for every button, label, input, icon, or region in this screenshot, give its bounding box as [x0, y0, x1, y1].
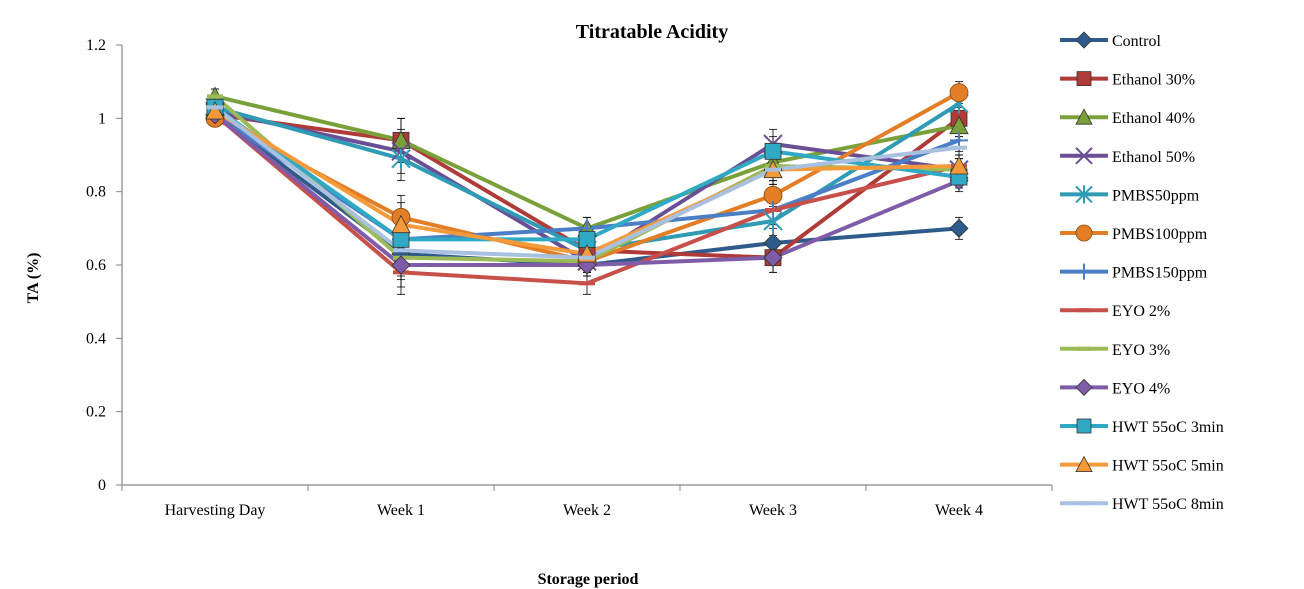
data-point-hwt-55oc-8min	[393, 248, 409, 253]
data-point-hwt-55oc-3min	[764, 142, 782, 160]
data-point-eyo-4	[391, 255, 411, 275]
data-point-hwt-55oc-8min	[207, 105, 223, 110]
legend-item-hwt-55oc-5min: HWT 55oC 5min	[1060, 455, 1224, 475]
data-point-hwt-55oc-8min	[951, 145, 967, 150]
x-tick-label: Week 4	[935, 502, 983, 519]
legend-label: EYO 2%	[1112, 303, 1170, 320]
y-tick-label: 0.4	[86, 330, 106, 347]
legend-item-eyo-3: EYO 3%	[1060, 342, 1170, 359]
legend-marker	[1077, 501, 1091, 506]
y-tick-label: 0.6	[86, 257, 106, 274]
legend-label: PMBS150ppm	[1112, 265, 1208, 282]
legend-marker	[1077, 308, 1091, 313]
legend-marker	[1075, 455, 1093, 473]
legend-label: HWT 55oC 8min	[1112, 496, 1224, 513]
y-tick-label: 0.8	[86, 184, 106, 201]
legend-item-eyo-4: EYO 4%	[1060, 378, 1170, 397]
x-tick-label: Week 1	[377, 502, 425, 519]
x-tick-label: Week 3	[749, 502, 797, 519]
legend-item-ethanol-30: Ethanol 30%	[1060, 71, 1195, 89]
legend-marker	[1076, 418, 1092, 434]
legend-label: Ethanol 50%	[1112, 149, 1195, 166]
legend-label: HWT 55oC 3min	[1112, 419, 1224, 436]
legend-marker	[1075, 224, 1093, 242]
legend-label: HWT 55oC 5min	[1112, 458, 1224, 475]
data-point-eyo-2	[579, 281, 595, 286]
legend: Control Ethanol 30% Ethanol 40% Ethanol 50%…	[1060, 31, 1224, 513]
data-point-control	[949, 218, 969, 238]
y-tick-label: 0.2	[86, 404, 106, 421]
data-point-pmbs100ppm	[949, 83, 969, 103]
legend-item-ethanol-50: Ethanol 50%	[1060, 147, 1195, 166]
data-point-hwt-55oc-8min	[765, 167, 781, 172]
data-point-hwt-55oc-5min	[391, 214, 411, 234]
data-point-hwt-55oc-5min	[949, 156, 969, 175]
data-point-ethanol-40	[391, 130, 411, 149]
legend-label: Ethanol 40%	[1112, 110, 1195, 127]
data-point-eyo-4	[763, 248, 783, 268]
data-point-hwt-55oc-5min	[205, 101, 225, 120]
legend-marker	[1076, 263, 1092, 280]
legend-marker	[1075, 185, 1093, 204]
series-markers	[205, 83, 969, 286]
chart-title: Titratable Acidity	[576, 21, 728, 43]
legend-item-eyo-2: EYO 2%	[1060, 303, 1170, 320]
y-tick-label: 0	[98, 477, 106, 494]
legend-label: Control	[1112, 33, 1161, 50]
data-point-eyo-3	[207, 94, 223, 99]
x-tick-label: Harvesting Day	[165, 502, 266, 519]
legend-marker	[1075, 378, 1093, 396]
legend-marker	[1075, 108, 1093, 125]
legend-item-hwt-55oc-8min: HWT 55oC 8min	[1060, 496, 1224, 513]
x-axis-title: Storage period	[538, 571, 639, 588]
legend-label: EYO 4%	[1112, 380, 1170, 397]
legend-item-pmbs100ppm: PMBS100ppm	[1060, 224, 1208, 243]
legend-item-hwt-55oc-3min: HWT 55oC 3min	[1060, 418, 1224, 436]
legend-item-pmbs50ppm: PMBS50ppm	[1060, 185, 1200, 204]
legend-label: PMBS50ppm	[1112, 187, 1200, 204]
data-point-pmbs50ppm	[391, 148, 411, 169]
y-tick-label: 1	[98, 110, 106, 127]
legend-item-ethanol-40: Ethanol 40%	[1060, 108, 1195, 127]
legend-marker	[1077, 346, 1091, 351]
legend-marker	[1075, 31, 1093, 49]
data-point-hwt-55oc-3min	[392, 230, 410, 248]
legend-label: PMBS100ppm	[1112, 226, 1208, 243]
x-tick-label: Week 2	[563, 502, 611, 519]
y-tick-label: 1.2	[86, 37, 106, 54]
legend-label: Ethanol 30%	[1112, 72, 1195, 89]
y-axis-title: TA (%)	[25, 253, 42, 304]
legend-item-pmbs150ppm: PMBS150ppm	[1060, 263, 1208, 282]
legend-marker	[1075, 147, 1093, 165]
legend-marker	[1076, 71, 1092, 86]
legend-label: EYO 3%	[1112, 342, 1170, 359]
data-point-hwt-55oc-8min	[579, 255, 595, 260]
legend-item-control: Control	[1060, 31, 1161, 50]
data-point-eyo-2	[765, 208, 781, 212]
axes: 0 0.2 0.4 0.6 0.8 1 1.2 Harvesting Day Week 1 Wee…	[86, 37, 1053, 519]
